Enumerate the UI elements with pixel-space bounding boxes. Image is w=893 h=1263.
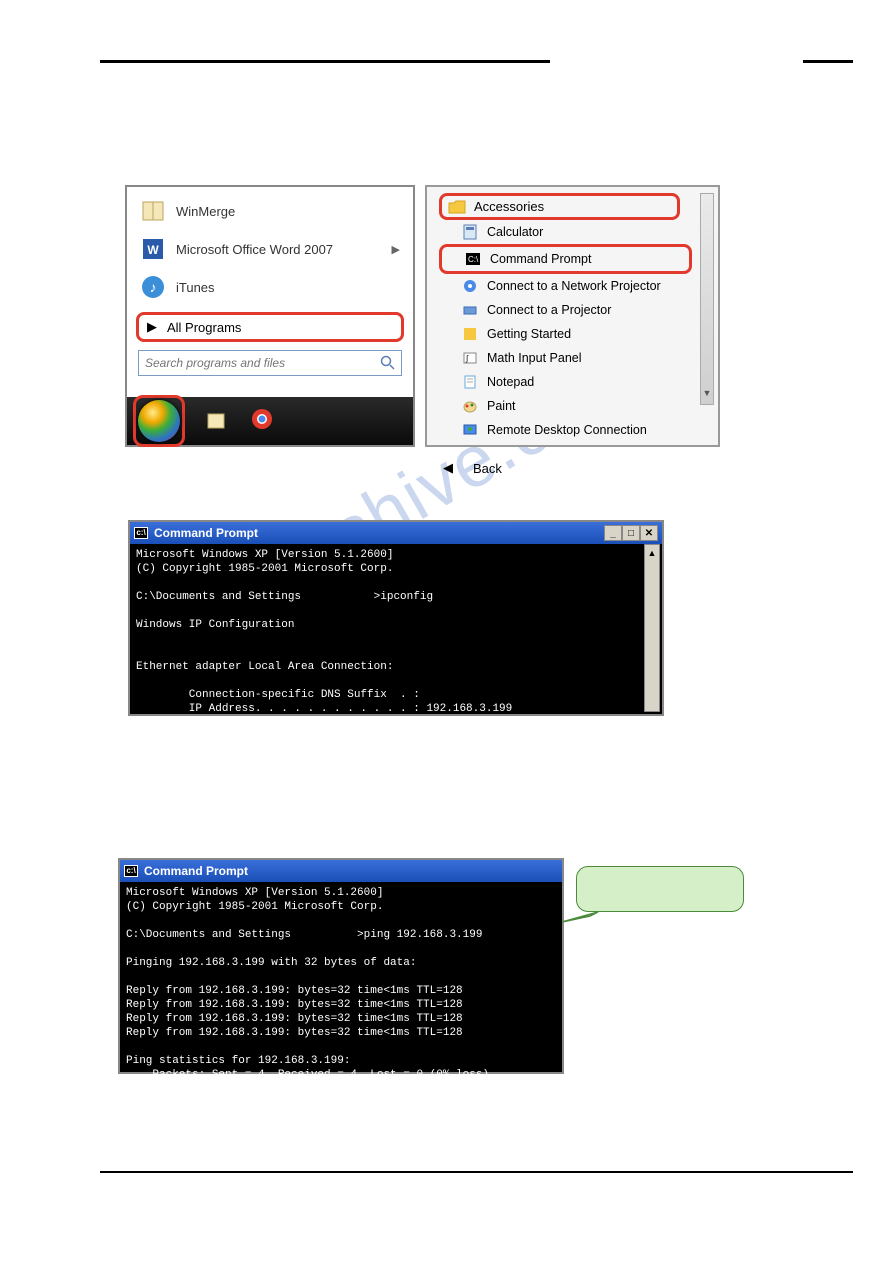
chevron-left-icon: ◀: [443, 460, 453, 476]
item-label: Connect to a Projector: [487, 303, 611, 317]
taskbar-explorer-icon[interactable]: [205, 408, 231, 434]
chevron-right-icon: ▶: [392, 243, 400, 256]
notepad-icon: [461, 373, 479, 391]
command-prompt-window-ipconfig: c:\ Command Prompt _ □ ✕ Microsoft Windo…: [128, 520, 664, 716]
titlebar[interactable]: c:\ Command Prompt _ □ ✕: [130, 522, 662, 544]
scroll-up-icon[interactable]: ▲: [645, 545, 659, 561]
word-icon: W: [140, 236, 166, 262]
window-title: Command Prompt: [154, 526, 258, 540]
svg-text:C:\: C:\: [468, 255, 479, 264]
menu-item-itunes[interactable]: ♪ iTunes: [132, 268, 408, 306]
accessories-item-math[interactable]: ∫ Math Input Panel: [439, 346, 710, 370]
search-input[interactable]: [139, 351, 375, 375]
svg-text:♪: ♪: [150, 279, 157, 295]
cmd-icon: C:\: [464, 250, 482, 268]
accessories-item-calc[interactable]: Calculator: [439, 220, 710, 244]
all-programs-button[interactable]: ▶ All Programs: [136, 312, 404, 342]
paint-icon: [461, 397, 479, 415]
winmerge-icon: [140, 198, 166, 224]
scrollbar[interactable]: ▲: [644, 544, 660, 712]
accessories-items: Calculator C:\ Command Prompt Connect to a …: [439, 220, 710, 442]
page-rule-top-right: [803, 60, 853, 63]
close-button[interactable]: ✕: [640, 525, 658, 541]
command-prompt-window-ping: c:\ Command Prompt Microsoft Windows XP …: [118, 858, 564, 1074]
item-label: Calculator: [487, 225, 543, 239]
cmd-icon: c:\: [124, 865, 138, 877]
menu-item-label: WinMerge: [176, 204, 235, 219]
accessories-folder[interactable]: Accessories: [439, 193, 680, 220]
calc-icon: [461, 223, 479, 241]
rdc-icon: [461, 421, 479, 439]
folder-icon: [448, 200, 466, 214]
start-button-highlight: [133, 395, 185, 447]
accessories-item-notepad[interactable]: Notepad: [439, 370, 710, 394]
accessories-item-projector[interactable]: Connect to a Projector: [439, 298, 710, 322]
math-icon: ∫: [461, 349, 479, 367]
svg-text:W: W: [147, 243, 159, 257]
item-label: Math Input Panel: [487, 351, 582, 365]
callout-bubble: [576, 866, 744, 912]
terminal-output: Microsoft Windows XP [Version 5.1.2600] …: [130, 544, 662, 748]
taskbar: [127, 397, 413, 445]
scrollbar[interactable]: ▼: [700, 193, 714, 405]
accessories-item-cmd[interactable]: C:\ Command Prompt: [439, 244, 692, 274]
window-title: Command Prompt: [144, 864, 248, 878]
maximize-button[interactable]: □: [622, 525, 640, 541]
start-button[interactable]: [138, 400, 180, 442]
titlebar[interactable]: c:\ Command Prompt: [120, 860, 562, 882]
projector-icon: [461, 301, 479, 319]
item-label: Notepad: [487, 375, 534, 389]
terminal-output: Microsoft Windows XP [Version 5.1.2600] …: [120, 882, 562, 1114]
menu-item-word[interactable]: W Microsoft Office Word 2007 ▶: [132, 230, 408, 268]
menu-item-label: Microsoft Office Word 2007: [176, 242, 333, 257]
item-label: Command Prompt: [490, 252, 591, 266]
cmd-icon: c:\: [134, 527, 148, 539]
start-menu-list: WinMerge W Microsoft Office Word 2007 ▶ …: [127, 187, 413, 397]
accessories-menu-screenshot: Accessories CalculatorC:\Command PromptC…: [425, 185, 720, 447]
search-box[interactable]: [138, 350, 402, 376]
window-controls: _ □ ✕: [604, 525, 658, 541]
netprojector-icon: [461, 277, 479, 295]
item-label: Connect to a Network Projector: [487, 279, 661, 293]
menu-item-winmerge[interactable]: WinMerge: [132, 192, 408, 230]
back-label: Back: [473, 461, 502, 476]
accessories-item-netprojector[interactable]: Connect to a Network Projector: [439, 274, 710, 298]
item-label: Remote Desktop Connection: [487, 423, 647, 437]
minimize-button[interactable]: _: [604, 525, 622, 541]
all-programs-label: All Programs: [167, 320, 241, 335]
item-label: Paint: [487, 399, 516, 413]
getstart-icon: [461, 325, 479, 343]
back-button[interactable]: ◀ Back: [439, 452, 710, 484]
menu-item-label: iTunes: [176, 280, 215, 295]
callout-tail: [560, 912, 600, 932]
item-label: Getting Started: [487, 327, 571, 341]
scroll-down-icon[interactable]: ▼: [702, 386, 712, 400]
accessories-label: Accessories: [474, 199, 544, 214]
accessories-item-rdc[interactable]: Remote Desktop Connection: [439, 418, 710, 442]
start-menu-screenshot: WinMerge W Microsoft Office Word 2007 ▶ …: [125, 185, 415, 447]
page-rule-bottom: [100, 1171, 853, 1173]
page-rule-top-left: [100, 60, 550, 63]
accessories-item-paint[interactable]: Paint: [439, 394, 710, 418]
accessories-item-getstart[interactable]: Getting Started: [439, 322, 710, 346]
search-icon[interactable]: [375, 351, 401, 375]
itunes-icon: ♪: [140, 274, 166, 300]
taskbar-chrome-icon[interactable]: [251, 408, 277, 434]
chevron-right-icon: ▶: [147, 319, 157, 335]
